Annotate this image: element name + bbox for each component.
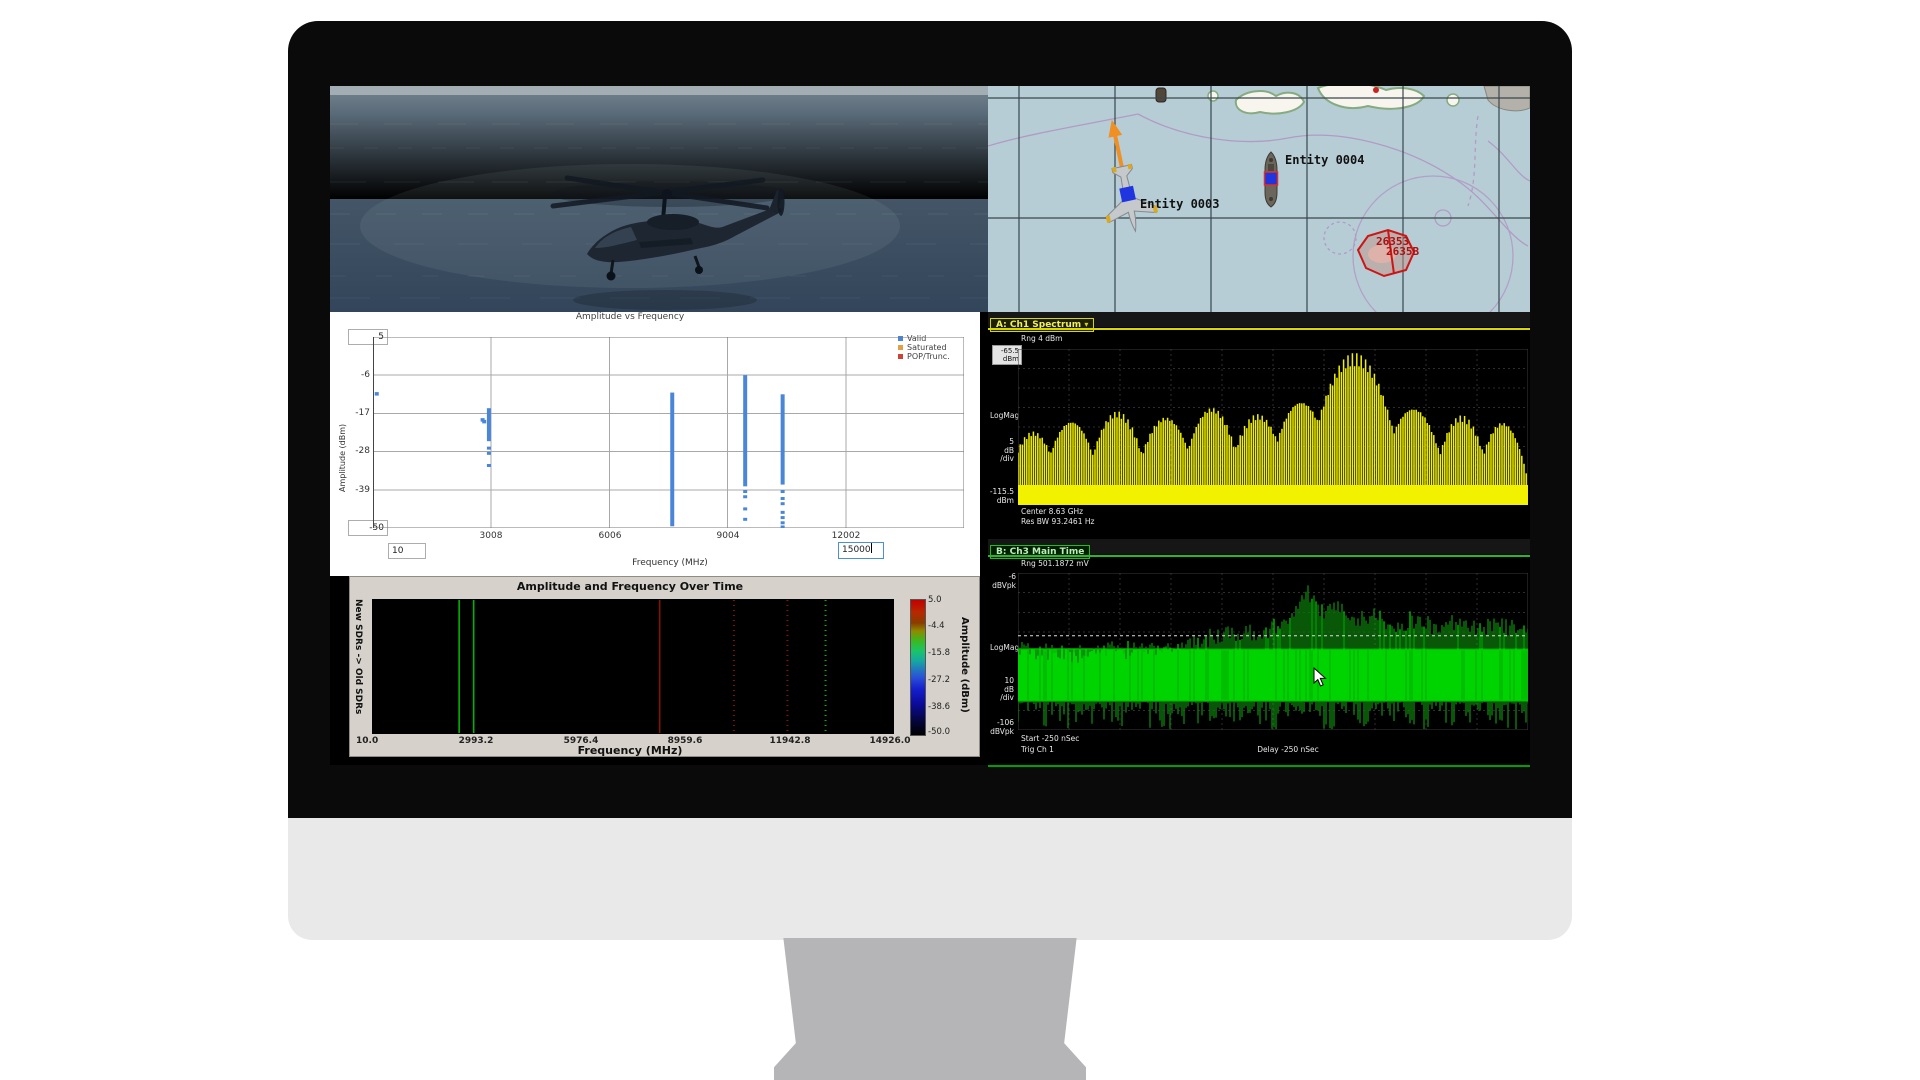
depth-contours [988,113,1530,312]
cb-tick: 5.0 [928,595,942,605]
panel-b-ref-level: -6 dBVpk [992,572,1016,590]
panel-b-trig: Trig Ch 1 [1021,745,1054,754]
spectrogram-ylabel: New SDRs -> Old SDRs [353,599,363,715]
ytick: -28 [355,446,370,456]
cb-tick: -15.8 [928,648,950,658]
cb-tick: -38.6 [928,702,950,712]
panel-b-tabbar: B: Ch3 Main Time [988,539,1530,559]
sea-scene [330,86,988,312]
fuselage [587,207,782,263]
cb-tick: -27.2 [928,675,950,685]
panel-b-start: Start -250 nSec [1021,734,1080,743]
entity-0004-label: Entity 0004 [1285,153,1364,167]
colorbar [910,599,926,736]
panel-a-ref-level[interactable]: -65.5 dBm [992,345,1022,365]
scatter-title: Amplitude vs Frequency [575,312,685,322]
entity-0003-label: Entity 0003 [1140,197,1219,211]
scatter-plot[interactable] [373,337,964,528]
scatter-legend: Valid Saturated POP/Trunc. [898,334,950,361]
legend-pop-label: POP/Trunc. [907,352,950,361]
panel-a-accent-line [988,328,1530,330]
landing-wheel [695,266,703,274]
monitor-chin [288,818,1572,940]
xtick: 9004 [716,531,740,541]
panel-a-center: Center 8.63 GHz [1021,507,1084,516]
panel-b-range: Rng 501.1872 mV [1021,559,1089,568]
legend-valid-label: Valid [907,334,927,343]
panel-a-logmag: LogMag [990,411,1020,420]
spectrogram-plot[interactable] [372,599,894,734]
panel-a-bottom-level: -115.5 dBm [989,487,1014,505]
time-b-plot[interactable] [1018,573,1528,730]
spectrogram-panel: Amplitude and Frequency Over Time New SD… [349,576,980,757]
spectrum-panel-a: A: Ch1 Spectrum ▾ Rng 4 dBm -65.5 dBm Log… [988,312,1530,533]
selection-square [1263,171,1279,186]
legend-valid-swatch [898,336,903,341]
helicopter [550,175,788,310]
ytick: -17 [355,408,370,418]
sg-xtick: 2993.2 [458,736,494,746]
selection-square [1119,185,1136,203]
panel-b-accent-line [988,555,1530,557]
panel-a-resbw: Res BW 93.2461 Hz [1021,517,1095,526]
map-view[interactable]: 26353 2635B Entity 0003 Entity 0004 [988,86,1530,312]
islands [1155,86,1530,115]
text-caret [870,543,872,553]
screen-content: 26353 2635B Entity 0003 Entity 0004 [330,86,1530,767]
map-grid [988,86,1530,312]
mouse-cursor [1313,666,1327,691]
panel-b-scale: 10 dB/div [1000,676,1014,702]
cb-tick: -50.0 [928,727,950,737]
spectrum-a-plot[interactable] [1018,349,1528,505]
sg-xtick: 10.0 [356,736,379,746]
sg-xtick: 5976.4 [563,736,599,746]
cb-tick: -4.4 [928,621,945,631]
legend-saturated-swatch [898,345,903,350]
entity-0003-jet-icon[interactable] [1086,114,1161,236]
spectrogram-region: Amplitude and Frequency Over Time New SD… [330,576,988,765]
threat-zone[interactable]: 26353 2635B [1356,228,1419,278]
canopy [595,227,637,248]
legend-pop-swatch [898,354,903,359]
monitor-stand [774,938,1086,1080]
xtick: 3008 [479,531,503,541]
sg-xtick: 14926.0 [869,736,911,746]
scatter-ylabel: Amplitude (dBm) [338,423,347,492]
scatter-panel: Amplitude vs Frequency Valid Saturated P… [330,312,980,576]
panel-a-range: Rng 4 dBm [1021,334,1063,343]
scatter-xlabel: Frequency (MHz) [632,558,708,568]
legend-saturated-label: Saturated [907,343,947,352]
sg-xtick: 8959.6 [667,736,703,746]
red-marker [1373,87,1379,93]
panel-a-scale: 5 dB/div [1000,437,1014,463]
stub-wing [639,238,693,248]
xtick: 6006 [598,531,622,541]
colorbar-label: Amplitude (dBm) [959,617,970,713]
panel-b-delay: Delay -250 nSec [1257,745,1319,754]
ytick: -39 [355,485,370,495]
spectrogram-title: Amplitude and Frequency Over Time [516,580,744,593]
small-vessel-icon [1155,87,1167,103]
simulation-view [330,86,988,312]
ymin-input[interactable]: -50 [348,520,388,536]
entity-0004-ship-icon[interactable] [1263,151,1279,208]
panel-b-logmag: LogMag [990,643,1020,652]
panel-b-bottom-level: -106 dBVpk [990,718,1014,736]
zone-label: 2635B [1386,245,1419,258]
tail-rotor [777,188,785,216]
xmin-input[interactable]: 10 [388,543,426,559]
chevron-down-icon: ▾ [1084,320,1089,329]
xmax-input[interactable]: 15000 [838,542,884,559]
ytick: -6 [361,370,370,380]
map-sea [988,86,1530,312]
xtick: 12002 [831,531,861,541]
spectrogram-xlabel: Frequency (MHz) [577,744,683,757]
time-panel-b: B: Ch3 Main Time Rng 501.1872 mV -6 dBVpk… [988,539,1530,767]
zone-label: 26353 [1376,235,1409,248]
horizon-band [330,86,988,95]
landing-wheel [606,271,616,281]
panel-a-tabbar: A: Ch1 Spectrum ▾ [988,312,1530,332]
sg-xtick: 11942.8 [769,736,811,746]
